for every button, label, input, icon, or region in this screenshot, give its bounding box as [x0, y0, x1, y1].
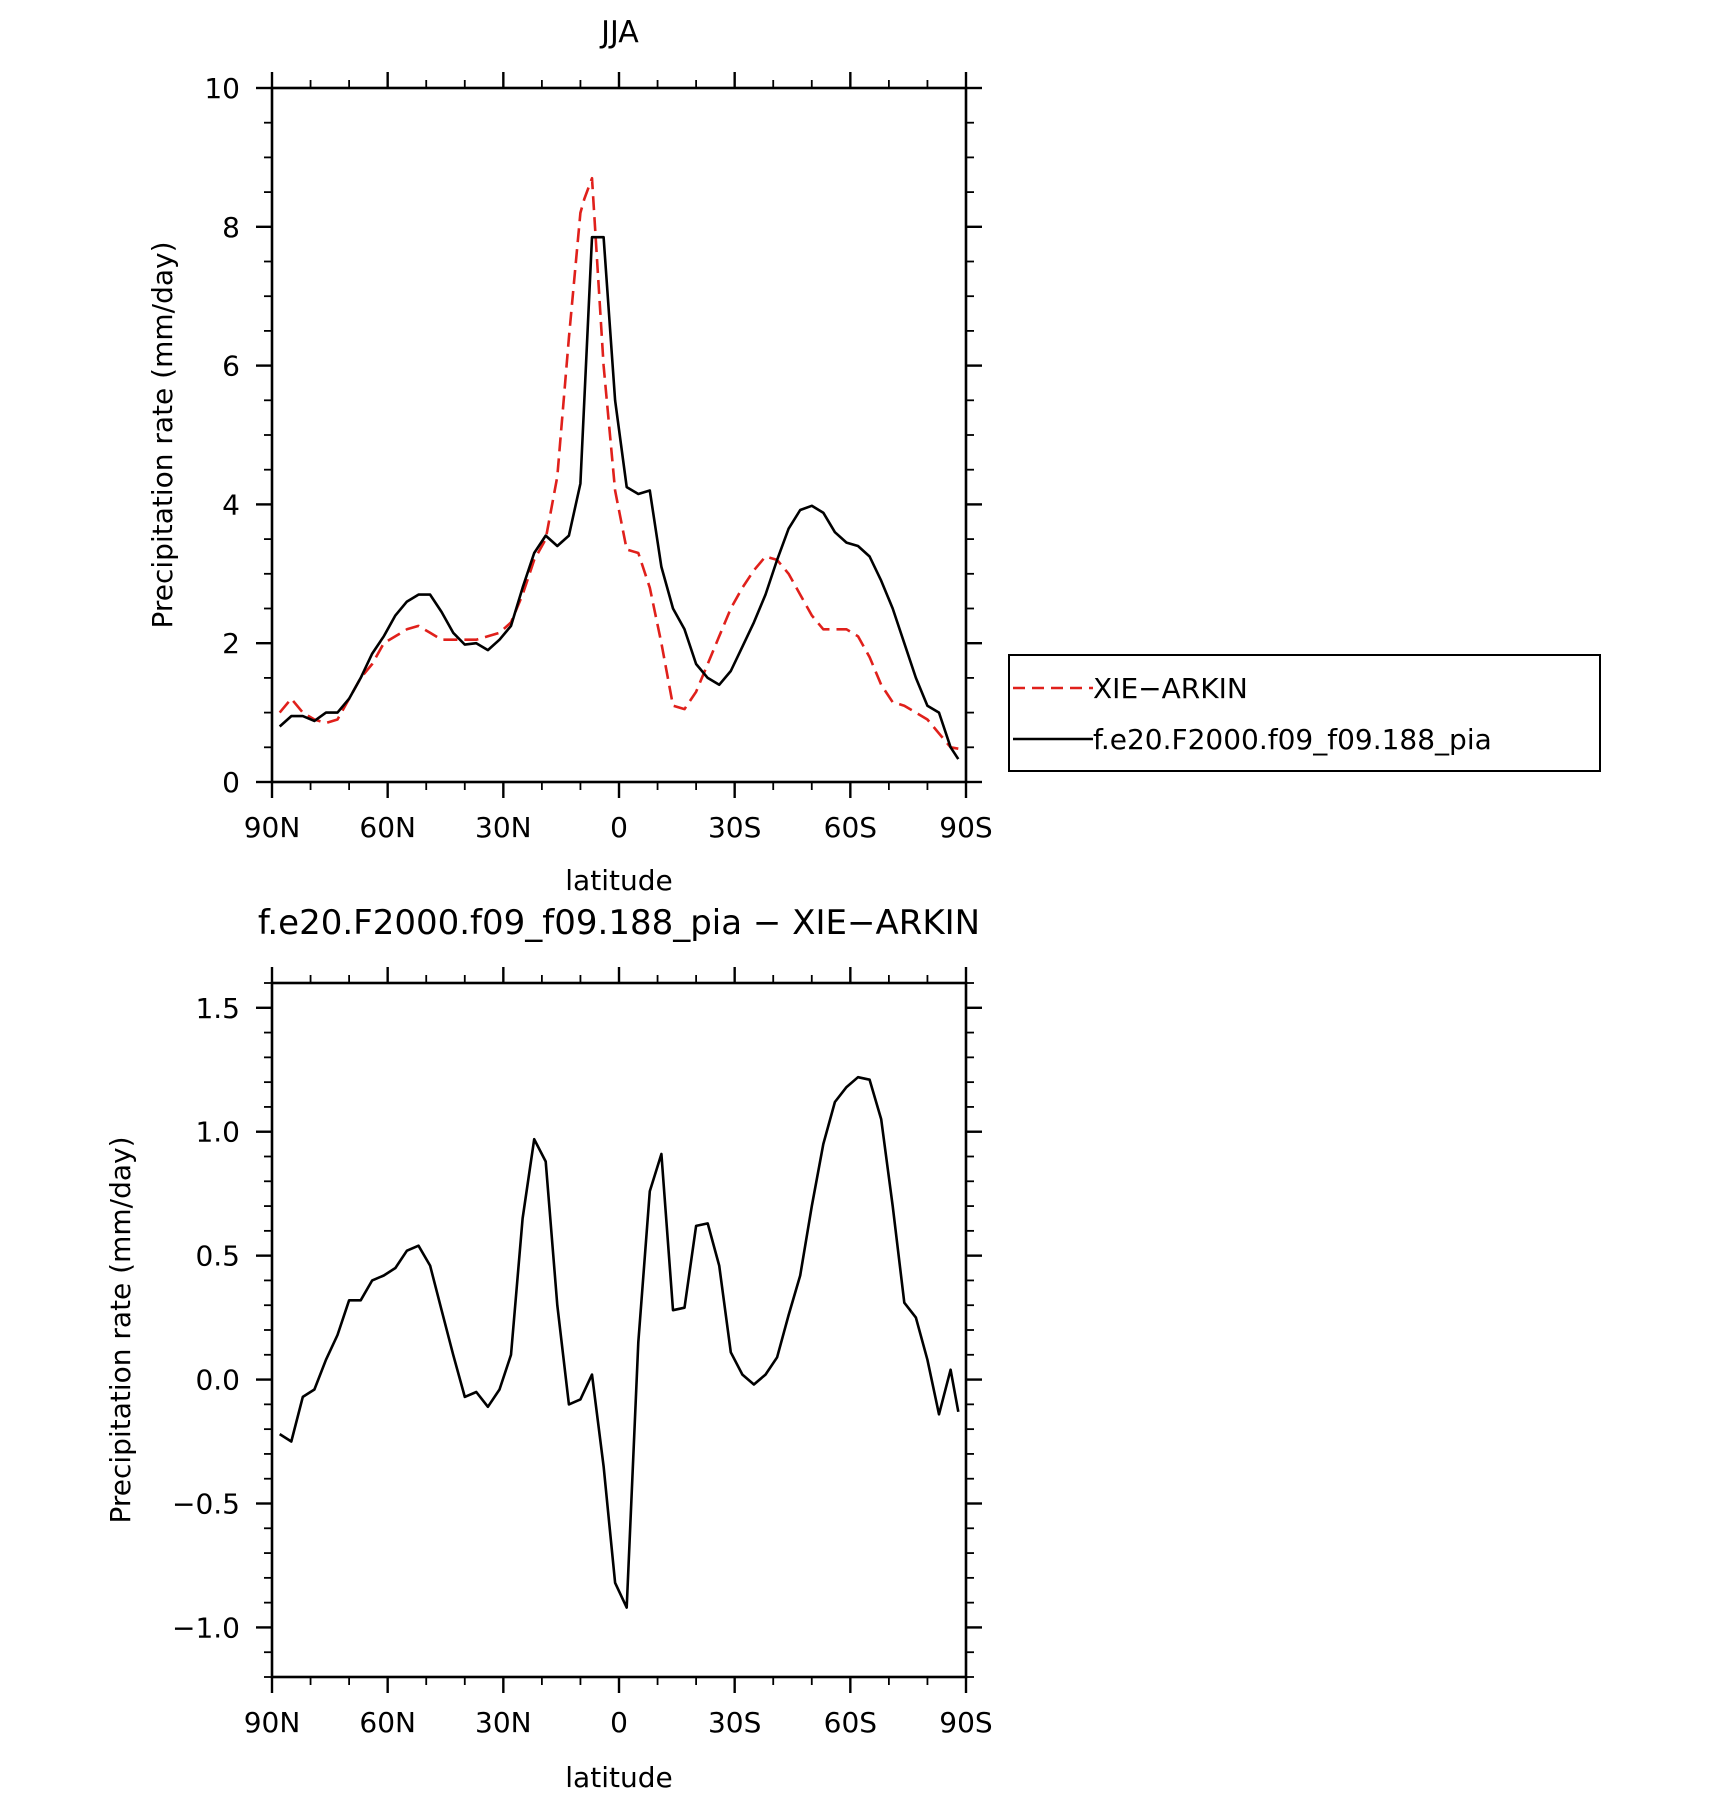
- x-tick-label: 60S: [824, 811, 877, 844]
- chart-top-legend: XIE−ARKIN f.e20.F2000.f09_f09.188_pia: [1008, 654, 1601, 772]
- chart-top-plot-area: [278, 176, 960, 760]
- x-tick-label: 30N: [475, 1706, 532, 1739]
- x-tick-label: 30S: [708, 811, 761, 844]
- y-tick-label: 1.0: [195, 1116, 240, 1149]
- chart-bottom-y-axis-label: Precipitation rate (mm/day): [104, 1136, 137, 1523]
- legend-label-model: f.e20.F2000.f09_f09.188_pia: [1093, 723, 1492, 756]
- y-tick-label: 1.5: [195, 992, 240, 1025]
- chart-top-frame: [270, 86, 968, 784]
- y-tick-label: 0.5: [195, 1240, 240, 1273]
- y-tick-label: 0: [222, 766, 240, 799]
- chart-top-series-1-line: [278, 176, 959, 750]
- y-tick-label: −0.5: [172, 1488, 240, 1521]
- legend-box: [1008, 654, 1601, 772]
- y-tick-label: 10: [204, 72, 240, 105]
- x-tick-label: 90S: [939, 1706, 992, 1739]
- chart-bottom-plot-area: [279, 1075, 960, 1609]
- x-tick-label: 30N: [475, 811, 532, 844]
- chart-bottom-title: f.e20.F2000.f09_f09.188_pia − XIE−ARKIN: [258, 903, 980, 943]
- x-tick-label: 60S: [824, 1706, 877, 1739]
- y-tick-label: 4: [222, 488, 240, 521]
- x-tick-label: 90N: [244, 811, 301, 844]
- chart-top-series-2-line: [278, 235, 960, 760]
- chart-top-y-axis-label: Precipitation rate (mm/day): [146, 241, 179, 628]
- x-tick-label: 90N: [244, 1706, 301, 1739]
- x-tick-label: 0: [610, 811, 628, 844]
- x-tick-label: 60N: [359, 1706, 416, 1739]
- legend-label-xie-arkin: XIE−ARKIN: [1093, 672, 1248, 705]
- y-tick-label: 2: [222, 627, 240, 660]
- chart-bottom-series-1-line: [279, 1075, 960, 1609]
- x-tick-label: 60N: [359, 811, 416, 844]
- x-tick-label: 90S: [939, 811, 992, 844]
- chart-top-title: JJA: [599, 15, 639, 50]
- chart-bottom-x-axis-label: latitude: [565, 1761, 672, 1794]
- chart-bottom-panel: f.e20.F2000.f09_f09.188_pia − XIE−ARKIN …: [104, 903, 993, 1794]
- y-tick-label: 8: [222, 211, 240, 244]
- chart-bottom-ticks: 90N 60N 30N 0 30S 60S 90S 1.5 1.0 0.5 0.0 −0.5 −1.0: [172, 967, 993, 1739]
- chart-top-x-axis-label: latitude: [565, 864, 672, 897]
- x-tick-label: 0: [610, 1706, 628, 1739]
- y-tick-label: −1.0: [172, 1611, 240, 1644]
- chart-bottom-frame: [270, 981, 968, 1679]
- x-tick-label: 30S: [708, 1706, 761, 1739]
- y-tick-label: 0.0: [195, 1364, 240, 1397]
- chart-top-ticks: 90N 60N 30N 0 30S 60S 90S 0 2 4 6 8 10: [204, 72, 993, 844]
- y-tick-label: 6: [222, 350, 240, 383]
